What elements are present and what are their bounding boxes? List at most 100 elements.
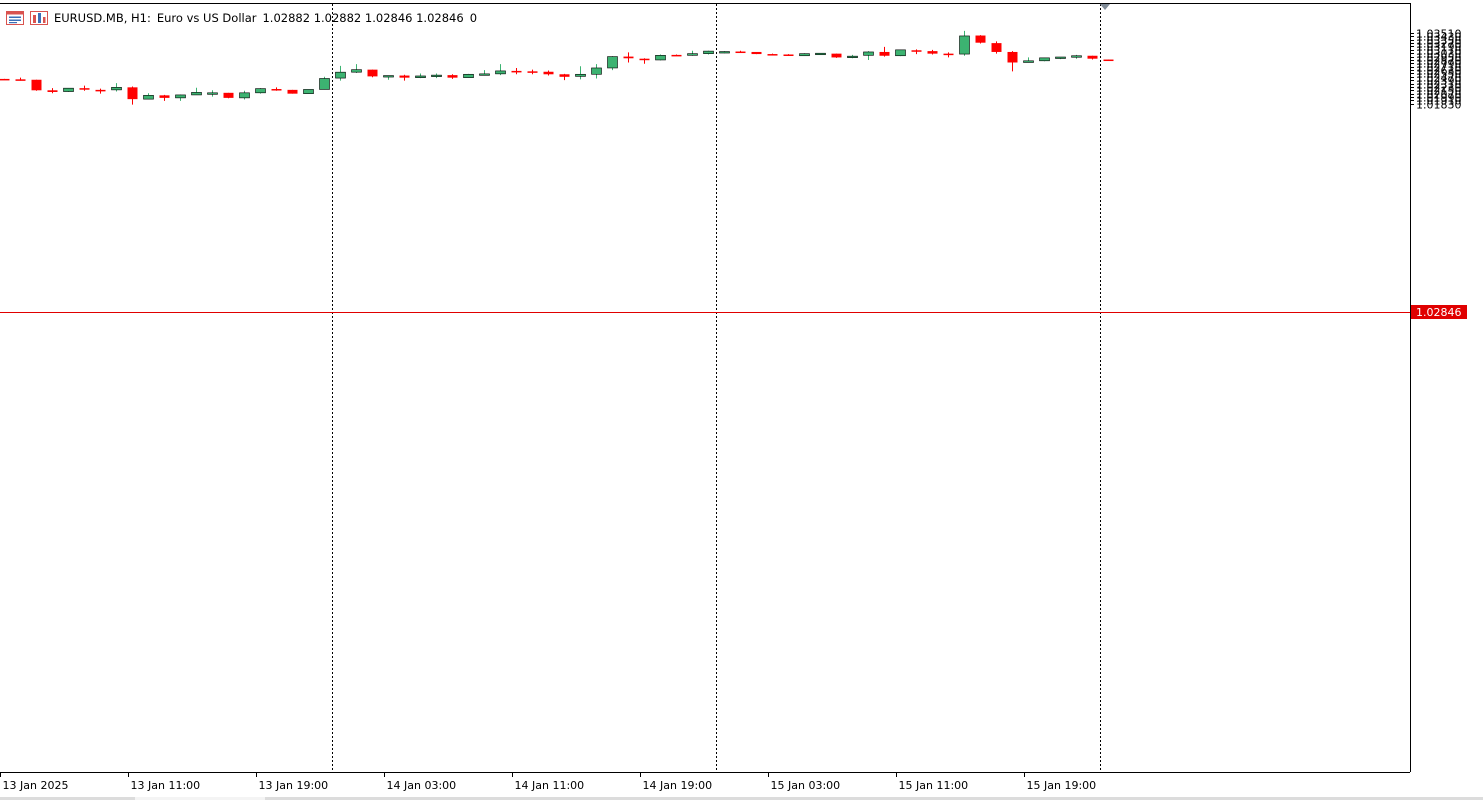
candle [831, 53, 842, 58]
candle [895, 49, 906, 57]
candle-body-bull [415, 75, 426, 78]
candle-body-bull [815, 52, 826, 56]
candle-body-bear [47, 90, 58, 92]
candle-body-bear [639, 58, 650, 61]
candle [127, 86, 138, 105]
candle-body-bull [719, 51, 730, 54]
candle [623, 52, 634, 63]
chart-header: EURUSD.MB, H1: Euro vs US Dollar 1.02882… [6, 9, 483, 27]
candle [767, 53, 778, 56]
candle [1087, 55, 1098, 60]
candle-body-bear [751, 51, 762, 55]
current-price-text: 1.02846 [1416, 306, 1462, 319]
candles [0, 30, 1114, 105]
candle-body-bull [63, 87, 74, 92]
candle-body-bear [879, 51, 890, 56]
chart-depth-icon[interactable] [30, 11, 48, 25]
candle-body-bear [671, 54, 682, 57]
candle [543, 70, 554, 76]
candle-body-bear [543, 71, 554, 75]
candle-body-bear [399, 75, 410, 78]
candle [175, 94, 186, 101]
candle [703, 50, 714, 55]
candle-body-bear [943, 53, 954, 56]
candle-body-bear [223, 92, 234, 98]
candle-body-bull [351, 69, 362, 73]
price-tick-label: 1.03030 [1416, 48, 1462, 61]
candle-body-bull [239, 92, 250, 99]
candle [1039, 57, 1050, 62]
candle [575, 66, 586, 80]
candle-body-bull [191, 92, 202, 96]
time-tick-label: 15 Jan 03:00 [771, 779, 841, 792]
current-price-label: 1.02846 [1411, 305, 1467, 319]
price-tick-label: 1.03110 [1416, 45, 1462, 58]
candle-body-bear [127, 87, 138, 100]
candle [559, 73, 570, 81]
candle [479, 70, 490, 76]
candle [207, 90, 218, 97]
candle [1103, 59, 1114, 62]
candle [399, 74, 410, 81]
candle-body-bull [799, 53, 810, 57]
candle-body-bull [431, 74, 442, 77]
candle [383, 75, 394, 80]
candle [191, 87, 202, 96]
candle-body-bear [927, 51, 938, 54]
price-tick-label: 1.03430 [1416, 31, 1462, 44]
candle [0, 78, 10, 81]
price-tick-label: 1.02550 [1416, 68, 1462, 81]
candle-body-bull [959, 35, 970, 55]
candle-body-bull [607, 56, 618, 69]
candle-body-bull [207, 92, 218, 95]
price-tick-label: 1.02230 [1416, 82, 1462, 95]
scroll-thumb[interactable] [135, 797, 265, 800]
candle-body-bull [479, 73, 490, 76]
candle [959, 30, 970, 56]
candle [815, 52, 826, 56]
candle [879, 46, 890, 57]
candle [783, 54, 794, 56]
candle-body-bear [287, 89, 298, 94]
candle-body-bear [1103, 59, 1114, 62]
candle-body-bear [159, 95, 170, 98]
candle [367, 69, 378, 78]
time-tick-label: 14 Jan 19:00 [643, 779, 713, 792]
candle [255, 88, 266, 94]
candle [1007, 51, 1018, 72]
scroll-strip[interactable] [0, 797, 1483, 800]
time-tick-label: 14 Jan 11:00 [515, 779, 585, 792]
candle-body-bear [447, 75, 458, 78]
candle [351, 64, 362, 74]
price-tick-label: 1.03510 [1416, 28, 1462, 41]
price-tick-label: 1.03270 [1416, 38, 1462, 51]
candle-body-bull [143, 95, 154, 100]
candle [319, 76, 330, 90]
price-tick-label: 1.03190 [1416, 41, 1462, 54]
candle [495, 64, 506, 76]
candle-body-bear [95, 89, 106, 92]
candle [79, 85, 90, 91]
candle [63, 87, 74, 92]
candle [799, 53, 810, 57]
candle [639, 58, 650, 64]
time-tick-label: 15 Jan 19:00 [1027, 779, 1097, 792]
candle-body-bear [511, 70, 522, 73]
candle [1055, 56, 1066, 60]
price-tick-label: 1.02150 [1416, 85, 1462, 98]
candle-body-bear [31, 79, 42, 91]
candle [991, 41, 1002, 54]
price-tick-label: 1.02870 [1416, 55, 1462, 68]
candle-body-bull [703, 50, 714, 54]
trade-window-icon[interactable] [6, 11, 24, 25]
candle [735, 50, 746, 54]
candle-body-bear [0, 78, 10, 81]
price-tick-label: 1.02710 [1416, 62, 1462, 75]
price-tick-label: 1.03350 [1416, 35, 1462, 48]
shift-marker-icon[interactable] [1100, 4, 1110, 10]
candle-body-bear [367, 69, 378, 77]
candle [47, 88, 58, 94]
symbol-description: Euro vs US Dollar [156, 11, 257, 25]
